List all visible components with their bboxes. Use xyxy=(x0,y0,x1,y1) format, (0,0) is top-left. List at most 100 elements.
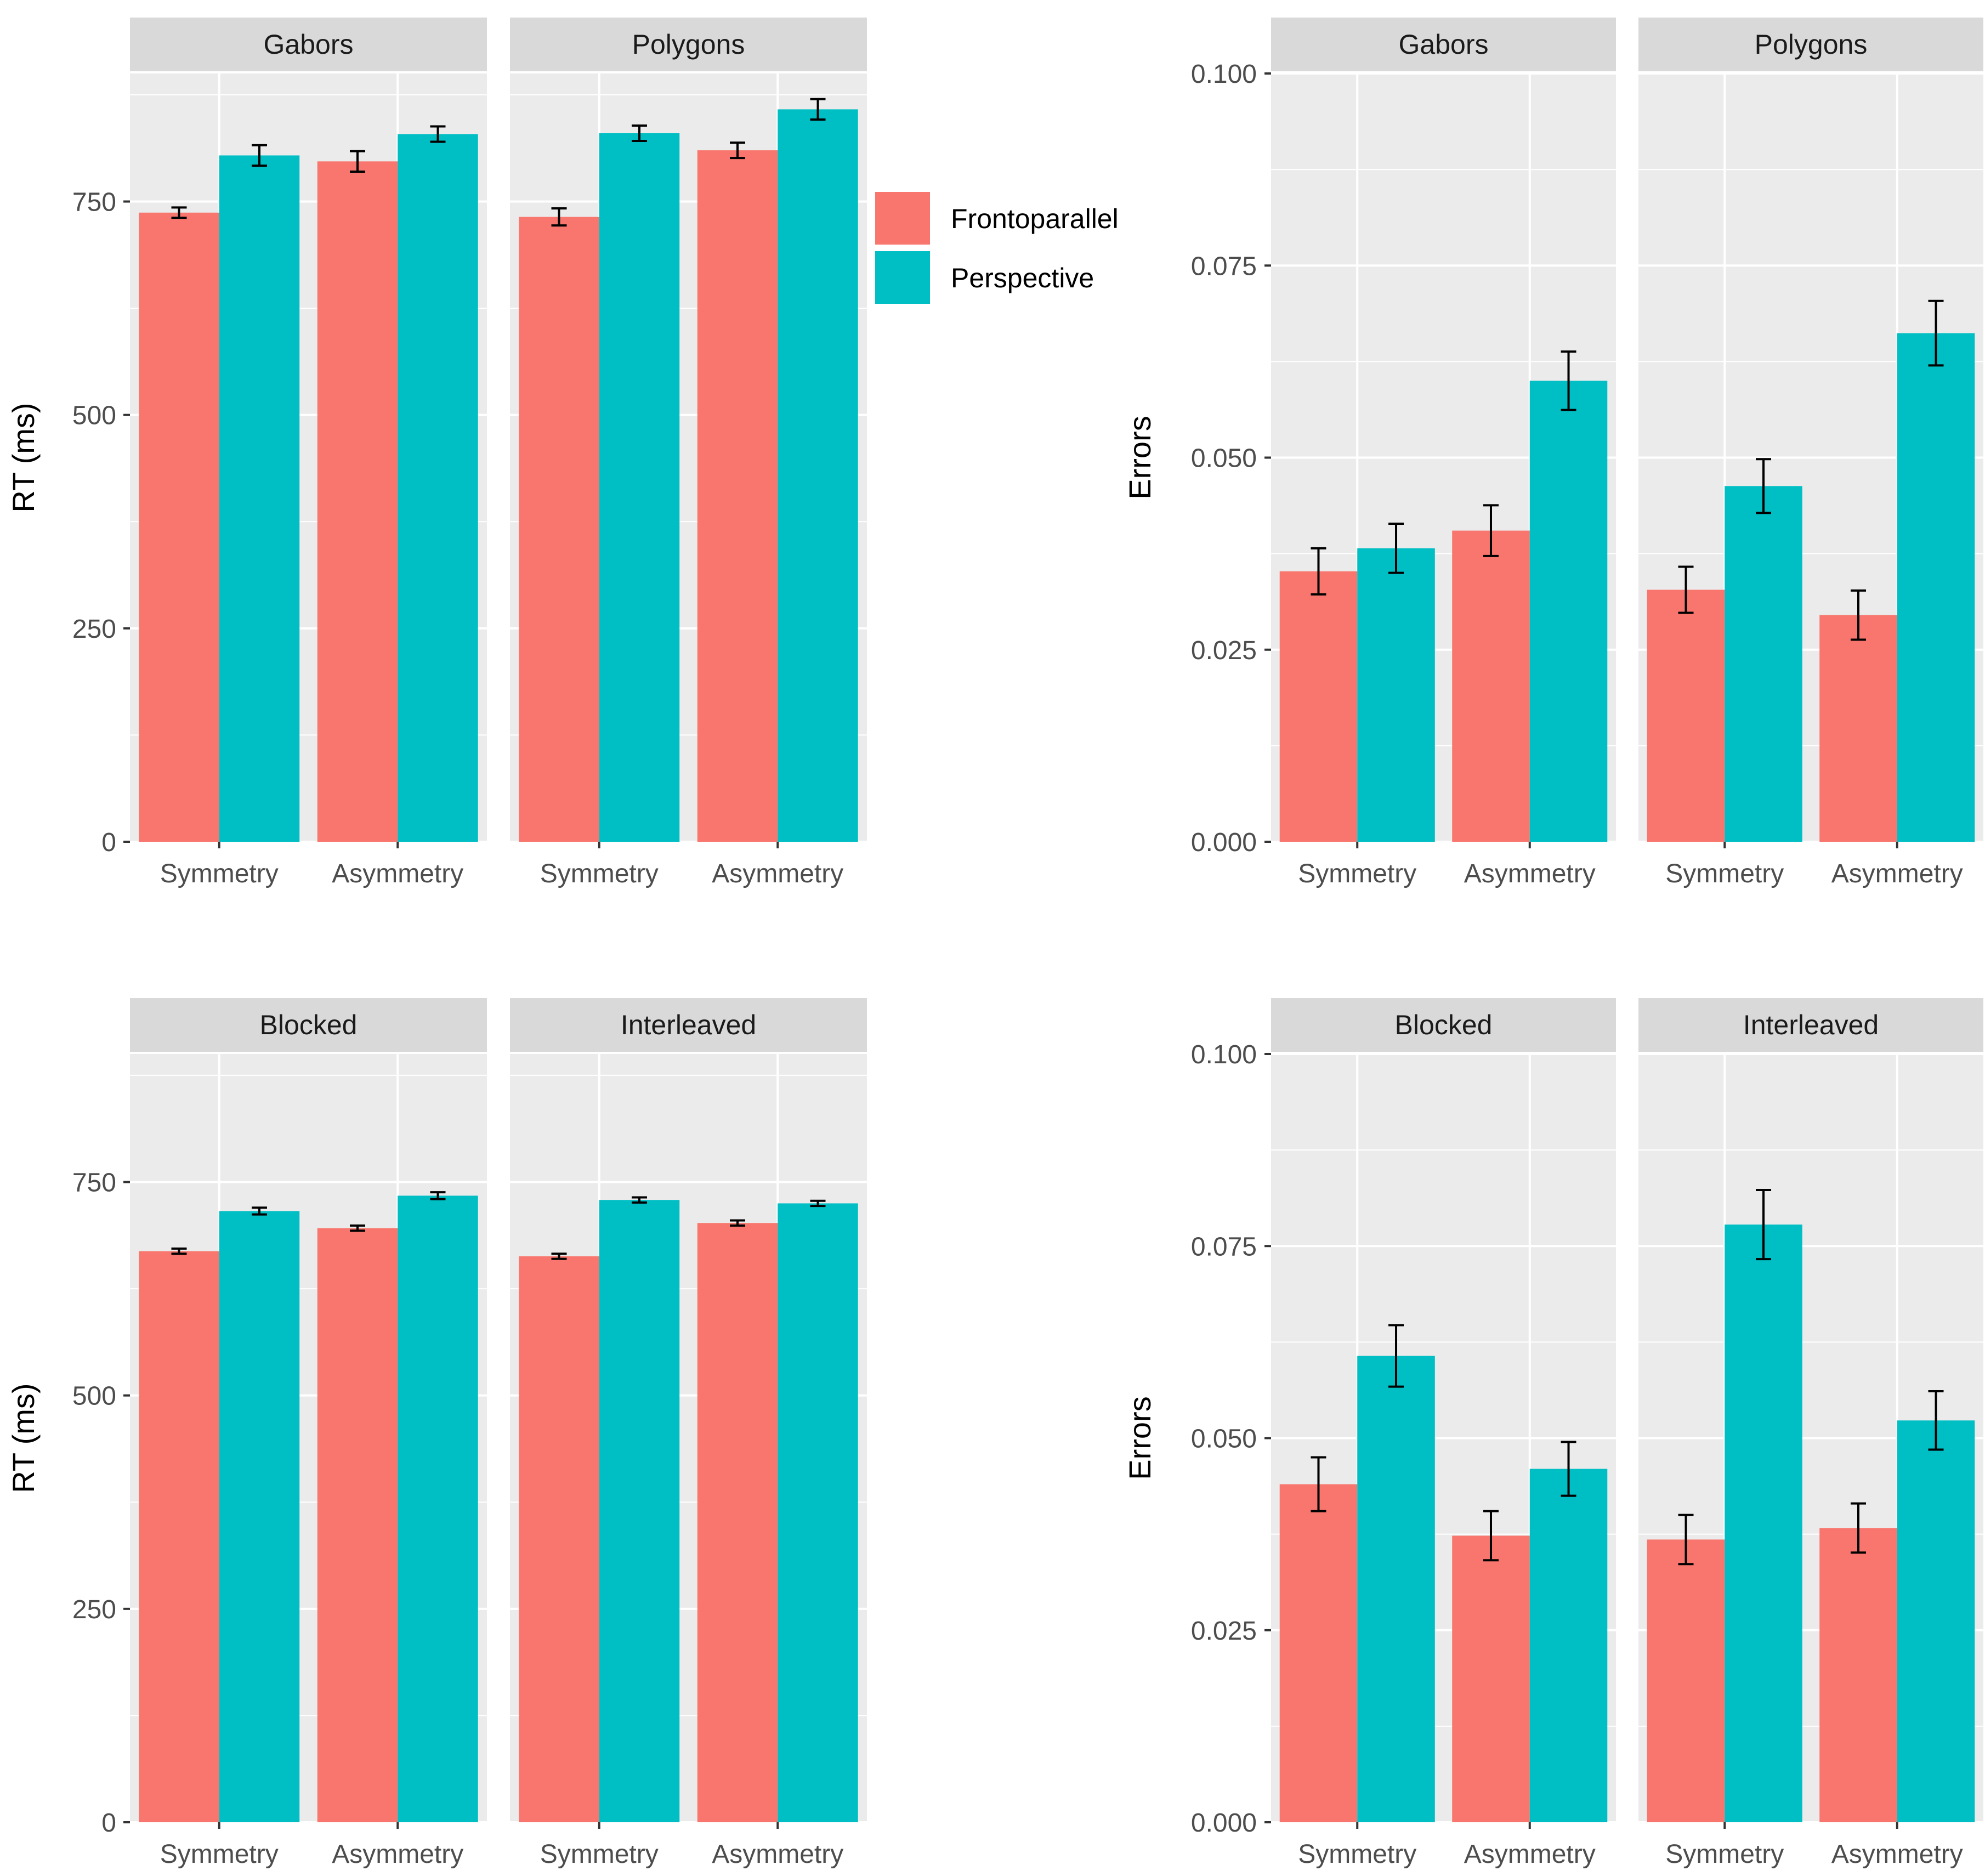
facet-strip-label: Polygons xyxy=(632,29,745,60)
bar-frontoparallel-symmetry xyxy=(139,212,219,842)
bar-perspective-asymmetry xyxy=(398,134,478,842)
x-tick-label: Symmetry xyxy=(1298,859,1416,888)
facet-interleaved: Interleaved Symmetry Asymmetry xyxy=(1638,998,1983,1869)
bar-perspective-symmetry xyxy=(1357,548,1435,842)
bar-perspective-symmetry xyxy=(1725,486,1802,842)
bar-perspective-symmetry xyxy=(1725,1225,1802,1822)
facet-polygons: Polygons Symmetry Asymmetry xyxy=(510,18,867,888)
y-tick-label: 0 xyxy=(101,828,116,857)
x-tick-label: Asymmetry xyxy=(1831,859,1963,888)
bar-frontoparallel-symmetry xyxy=(139,1251,219,1822)
x-tick-label: Asymmetry xyxy=(1831,1840,1963,1869)
y-tick-label: 0.025 xyxy=(1191,636,1257,665)
y-axis-title: Errors xyxy=(1122,1396,1157,1480)
x-tick-label: Asymmetry xyxy=(712,1840,843,1869)
y-tick-label: 0.100 xyxy=(1191,60,1257,89)
bar-perspective-asymmetry xyxy=(1529,381,1608,842)
facet-strip xyxy=(1271,998,1616,1052)
facet-interleaved: Interleaved Symmetry Asymmetry xyxy=(510,998,867,1869)
x-tick-label: Asymmetry xyxy=(1464,1840,1596,1869)
bar-perspective-symmetry xyxy=(219,155,300,842)
bar-frontoparallel-asymmetry xyxy=(1819,1528,1897,1822)
chart-2: Gabors Symmetry Asymmetry Polygons Symmetry A… xyxy=(1122,18,1983,888)
bar-perspective-asymmetry xyxy=(778,1203,858,1822)
bar-perspective-asymmetry xyxy=(1897,1420,1975,1822)
x-tick-label: Asymmetry xyxy=(332,859,463,888)
x-tick-label: Symmetry xyxy=(1665,1840,1784,1869)
chart-3: Blocked Symmetry Asymmetry Interleaved Symme… xyxy=(6,998,867,1869)
bar-perspective-asymmetry xyxy=(398,1195,478,1822)
bar-frontoparallel-asymmetry xyxy=(317,1228,398,1822)
x-tick-label: Symmetry xyxy=(540,1840,659,1869)
facet-strip-label: Blocked xyxy=(1395,1010,1493,1040)
bar-perspective-symmetry xyxy=(599,1200,680,1822)
bar-perspective-symmetry xyxy=(1357,1356,1435,1822)
facet-strip xyxy=(130,998,487,1052)
bar-frontoparallel-symmetry xyxy=(519,1256,599,1822)
bar-perspective-asymmetry xyxy=(1529,1469,1608,1822)
bar-frontoparallel-asymmetry xyxy=(697,1223,778,1822)
bar-frontoparallel-symmetry xyxy=(519,217,599,842)
facet-strip xyxy=(1271,18,1616,71)
legend-key-perspective xyxy=(875,251,930,304)
facet-strip xyxy=(1638,18,1983,71)
bar-frontoparallel-symmetry xyxy=(1647,590,1725,842)
legend-label-perspective: Perspective xyxy=(951,263,1094,293)
bar-frontoparallel-symmetry xyxy=(1279,1484,1358,1822)
x-tick-label: Symmetry xyxy=(160,859,279,888)
y-tick-label: 0 xyxy=(101,1809,116,1838)
facet-strip-label: Gabors xyxy=(264,29,354,60)
y-tick-label: 750 xyxy=(72,1169,116,1198)
legend-key-frontoparallel xyxy=(875,192,930,245)
y-tick-label: 0.100 xyxy=(1191,1040,1257,1069)
x-tick-label: Symmetry xyxy=(1665,859,1784,888)
facet-strip xyxy=(1638,998,1983,1052)
chart-4: Blocked Symmetry Asymmetry Interleaved Symme… xyxy=(1122,998,1983,1869)
y-tick-label: 0.050 xyxy=(1191,1425,1257,1454)
bar-frontoparallel-symmetry xyxy=(1647,1539,1725,1822)
facet-strip-label: Blocked xyxy=(260,1010,358,1040)
x-tick-label: Asymmetry xyxy=(1464,859,1596,888)
facet-polygons: Polygons Symmetry Asymmetry xyxy=(1638,18,1983,888)
x-tick-label: Symmetry xyxy=(160,1840,279,1869)
y-axis-title: RT (ms) xyxy=(6,1383,41,1493)
x-tick-label: Symmetry xyxy=(540,859,659,888)
y-tick-label: 0.075 xyxy=(1191,1232,1257,1261)
bar-frontoparallel-asymmetry xyxy=(697,150,778,842)
x-tick-label: Asymmetry xyxy=(712,859,843,888)
facet-blocked: Blocked Symmetry Asymmetry xyxy=(1271,998,1616,1869)
y-tick-label: 750 xyxy=(72,188,116,217)
legend: Frontoparallel Perspective xyxy=(875,192,1119,304)
bar-frontoparallel-asymmetry xyxy=(317,161,398,842)
bar-perspective-asymmetry xyxy=(1897,333,1975,842)
y-axis-title: RT (ms) xyxy=(6,403,41,512)
y-tick-label: 0.000 xyxy=(1191,828,1257,857)
legend-label-frontoparallel: Frontoparallel xyxy=(951,203,1119,234)
x-tick-label: Asymmetry xyxy=(332,1840,463,1869)
y-tick-label: 250 xyxy=(72,1595,116,1624)
facet-strip-label: Interleaved xyxy=(1743,1010,1879,1040)
facet-gabors: Gabors Symmetry Asymmetry xyxy=(130,18,487,888)
y-tick-label: 250 xyxy=(72,615,116,644)
y-axis-title: Errors xyxy=(1122,416,1157,499)
bar-perspective-symmetry xyxy=(219,1211,300,1822)
facet-blocked: Blocked Symmetry Asymmetry xyxy=(130,998,487,1869)
chart-1: Gabors Symmetry Asymmetry Polygons Symmetry A… xyxy=(6,18,867,888)
x-tick-label: Symmetry xyxy=(1298,1840,1416,1869)
bar-perspective-symmetry xyxy=(599,133,680,842)
facet-strip-label: Gabors xyxy=(1399,29,1489,60)
y-tick-label: 0.025 xyxy=(1191,1617,1257,1646)
facet-strip-label: Polygons xyxy=(1755,29,1868,60)
facet-strip xyxy=(510,18,867,71)
bar-frontoparallel-asymmetry xyxy=(1819,615,1897,842)
y-tick-label: 500 xyxy=(72,401,116,430)
y-tick-label: 0.075 xyxy=(1191,252,1257,281)
bar-frontoparallel-asymmetry xyxy=(1452,530,1530,842)
y-tick-label: 0.050 xyxy=(1191,444,1257,473)
facet-strip-label: Interleaved xyxy=(621,1010,756,1040)
facet-strip xyxy=(510,998,867,1052)
bar-perspective-asymmetry xyxy=(778,109,858,842)
facet-gabors: Gabors Symmetry Asymmetry xyxy=(1271,18,1616,888)
facet-strip xyxy=(130,18,487,71)
